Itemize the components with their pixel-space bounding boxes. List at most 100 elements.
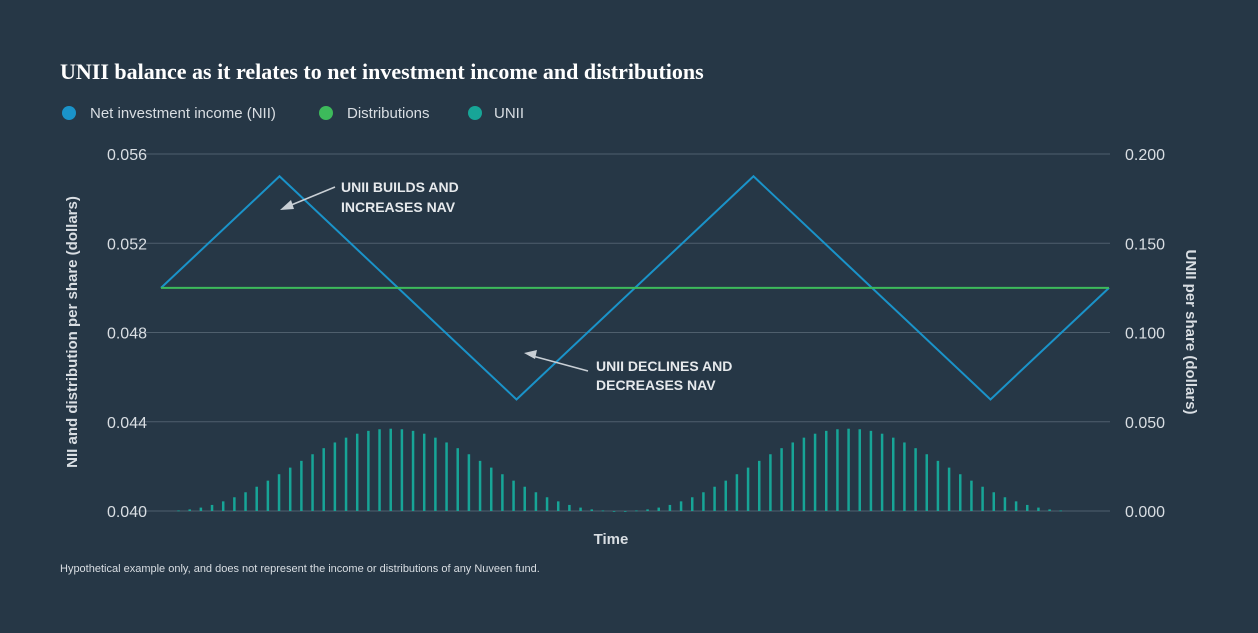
- unii-bar: [456, 448, 459, 511]
- footnote: Hypothetical example only, and does not …: [60, 563, 540, 575]
- y2-tick-label: 0.050: [1125, 415, 1165, 432]
- unii-bar: [724, 480, 727, 511]
- unii-bar: [825, 430, 828, 511]
- unii-bar: [255, 486, 258, 511]
- unii-bar: [746, 467, 750, 511]
- unii-bar: [288, 467, 292, 511]
- unii-bar: [1059, 510, 1063, 512]
- unii-bar: [233, 497, 236, 511]
- annotation-arrowhead: [524, 350, 537, 359]
- unii-bar: [221, 501, 225, 511]
- legend-swatch-distributions: [319, 106, 333, 120]
- unii-bars: [177, 428, 1063, 512]
- unii-bar: [367, 430, 370, 511]
- unii-bar: [545, 497, 549, 511]
- unii-bar: [1026, 504, 1029, 511]
- unii-bar: [568, 504, 571, 511]
- unii-bar: [478, 460, 482, 511]
- unii-bar: [177, 510, 180, 512]
- unii-bar: [679, 501, 683, 511]
- unii-bar: [657, 507, 660, 511]
- unii-bar: [333, 442, 337, 511]
- unii-bar: [1048, 509, 1051, 511]
- unii-bar: [869, 430, 873, 511]
- unii-bar: [914, 448, 917, 511]
- y-axis-right-ticks: 0.200 0.150 0.100 0.050 0.000: [1125, 147, 1165, 521]
- unii-bar: [277, 474, 281, 511]
- unii-bar: [534, 492, 538, 511]
- unii-bar: [467, 454, 471, 511]
- unii-bar: [646, 509, 649, 511]
- gridlines: [134, 153, 1110, 512]
- unii-bar: [601, 510, 605, 512]
- unii-bar: [936, 460, 940, 511]
- unii-bar: [981, 486, 984, 511]
- unii-bar: [970, 480, 973, 511]
- annotation-arrowhead: [280, 200, 294, 210]
- unii-bar: [501, 474, 504, 511]
- unii-bar: [903, 442, 906, 511]
- unii-bar: [959, 474, 962, 511]
- unii-bar: [925, 454, 929, 511]
- unii-bar: [244, 492, 247, 511]
- y-tick-label: 0.048: [107, 326, 147, 343]
- legend-label-nii: Net investment income (NII): [90, 105, 276, 122]
- unii-bar: [757, 460, 761, 511]
- unii-bar: [512, 480, 515, 511]
- y2-tick-label: 0.100: [1125, 326, 1165, 343]
- unii-bar: [702, 492, 705, 511]
- y2-tick-label: 0.000: [1125, 504, 1165, 521]
- unii-bar: [311, 454, 314, 511]
- unii-bar: [836, 429, 839, 511]
- unii-bar: [422, 433, 426, 511]
- annotation-declines: UNII DECLINES AND DECREASES NAV: [524, 350, 732, 393]
- unii-bar: [623, 511, 627, 512]
- legend-label-distributions: Distributions: [347, 105, 430, 122]
- unii-bar: [199, 507, 203, 511]
- unii-bar: [445, 442, 448, 511]
- unii-bar: [355, 433, 359, 511]
- unii-bar: [892, 437, 895, 511]
- unii-bar: [713, 486, 716, 511]
- unii-bar: [992, 492, 996, 511]
- unii-bar: [266, 480, 270, 511]
- x-axis-label: Time: [594, 531, 629, 548]
- annotation-declines-line2: DECREASES NAV: [596, 377, 716, 393]
- annotation-declines-line1: UNII DECLINES AND: [596, 358, 732, 374]
- y-axis-right-label: UNII per share (dollars): [1182, 249, 1199, 414]
- unii-bar: [489, 467, 493, 511]
- y2-tick-label: 0.150: [1125, 236, 1165, 253]
- unii-bar: [188, 509, 191, 511]
- unii-bar: [847, 428, 850, 511]
- y-tick-label: 0.052: [107, 236, 147, 253]
- unii-bar: [590, 509, 593, 511]
- unii-bar: [780, 448, 783, 511]
- unii-bar: [400, 429, 404, 511]
- annotation-builds: UNII BUILDS AND INCREASES NAV: [280, 179, 459, 215]
- series-lines: [160, 174, 1110, 401]
- unii-bar: [802, 437, 806, 511]
- unii-bar: [389, 428, 392, 511]
- annotation-arrow-line: [528, 354, 589, 372]
- unii-bar: [1003, 497, 1007, 511]
- unii-bar: [813, 433, 817, 511]
- chart-title: UNII balance as it relates to net invest…: [60, 59, 704, 84]
- y-tick-label: 0.056: [107, 147, 147, 164]
- unii-bar: [1037, 507, 1040, 511]
- unii-bar: [880, 433, 884, 511]
- legend: Net investment income (NII) Distribution…: [62, 105, 524, 122]
- unii-bar: [322, 448, 325, 511]
- annotation-builds-line1: UNII BUILDS AND: [341, 179, 459, 195]
- unii-bar: [210, 504, 214, 511]
- unii-bar: [612, 511, 616, 512]
- unii-bar: [668, 504, 672, 511]
- y-axis-left-label: NII and distribution per share (dollars): [64, 196, 81, 468]
- unii-bar: [378, 429, 381, 511]
- unii-bar: [791, 442, 794, 511]
- unii-bar: [858, 429, 861, 511]
- unii-bar: [947, 467, 951, 511]
- unii-bar: [434, 437, 437, 511]
- legend-swatch-nii: [62, 106, 76, 120]
- unii-bar: [769, 454, 772, 511]
- unii-bar: [579, 507, 582, 511]
